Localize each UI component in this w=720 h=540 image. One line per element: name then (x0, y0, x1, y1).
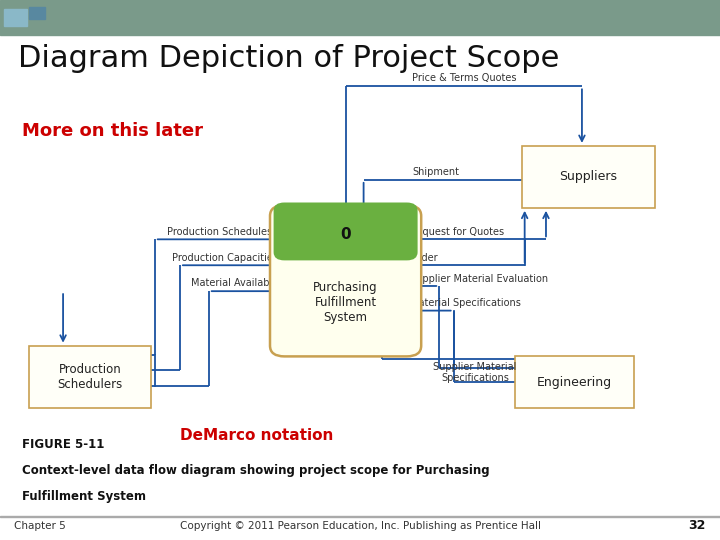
Text: DeMarco notation: DeMarco notation (180, 428, 333, 443)
Bar (0, 516, 720, 517)
Bar (29, 346, 151, 408)
Text: Production Schedules: Production Schedules (167, 227, 272, 237)
Text: 32: 32 (688, 519, 706, 532)
Bar (522, 146, 655, 208)
Text: Supplier Material Evaluation: Supplier Material Evaluation (410, 274, 549, 284)
Text: Purchasing
Fulfillment
System: Purchasing Fulfillment System (313, 281, 378, 325)
Text: Production
Schedulers: Production Schedulers (58, 363, 122, 390)
Text: Material Availability: Material Availability (192, 279, 287, 288)
Bar (29, 7, 45, 19)
Text: Diagram Depiction of Project Scope: Diagram Depiction of Project Scope (18, 44, 559, 73)
Text: Engineering: Engineering (536, 375, 612, 389)
Bar (4, 9, 27, 26)
Text: Context-level data flow diagram showing project scope for Purchasing: Context-level data flow diagram showing … (22, 464, 489, 477)
Text: Request for Quotes: Request for Quotes (410, 227, 505, 237)
Text: Copyright © 2011 Pearson Education, Inc. Publishing as Prentice Hall: Copyright © 2011 Pearson Education, Inc.… (179, 521, 541, 531)
Text: Order: Order (410, 253, 438, 263)
Text: Chapter 5: Chapter 5 (14, 521, 66, 531)
Text: More on this later: More on this later (22, 122, 202, 139)
FancyBboxPatch shape (270, 205, 421, 356)
Text: 0: 0 (341, 227, 351, 241)
Bar (0, 0, 720, 35)
Text: Suppliers: Suppliers (559, 170, 618, 184)
FancyBboxPatch shape (274, 202, 418, 260)
Bar (515, 356, 634, 408)
Text: Fulfillment System: Fulfillment System (22, 490, 145, 503)
Text: FIGURE 5-11: FIGURE 5-11 (22, 438, 104, 451)
Text: Material Specifications: Material Specifications (410, 299, 521, 308)
Text: Production Capacities: Production Capacities (172, 253, 278, 262)
Text: Price & Terms Quotes: Price & Terms Quotes (412, 73, 516, 83)
Text: Shipment: Shipment (412, 167, 459, 177)
Text: Supplier Material
Specifications: Supplier Material Specifications (433, 362, 517, 383)
